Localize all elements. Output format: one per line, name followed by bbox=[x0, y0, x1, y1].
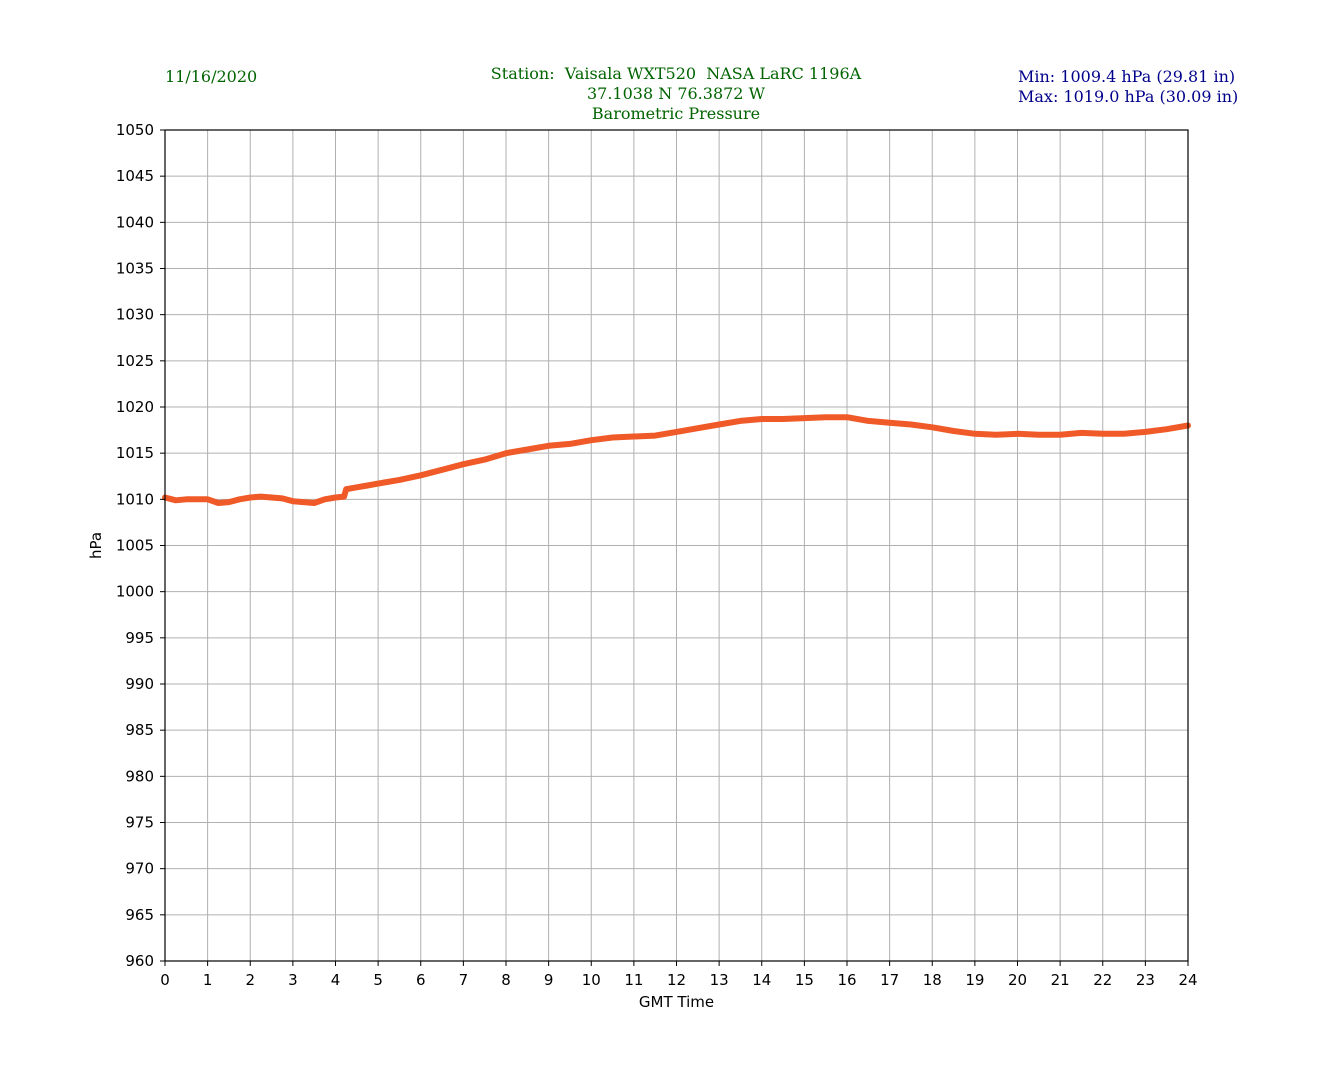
x-tick-label: 24 bbox=[1178, 971, 1197, 989]
x-tick-label: 5 bbox=[373, 971, 383, 989]
x-tick-label: 0 bbox=[160, 971, 170, 989]
y-axis-label: hPa bbox=[87, 532, 105, 559]
x-tick-label: 17 bbox=[880, 971, 899, 989]
x-tick-label: 8 bbox=[501, 971, 511, 989]
x-tick-label: 3 bbox=[288, 971, 298, 989]
x-tick-label: 12 bbox=[667, 971, 686, 989]
y-tick-label: 1050 bbox=[116, 121, 154, 139]
y-tick-label: 1040 bbox=[116, 213, 154, 231]
y-tick-label: 960 bbox=[125, 952, 154, 970]
y-tick-label: 1030 bbox=[116, 306, 154, 324]
x-tick-label: 7 bbox=[459, 971, 469, 989]
x-tick-label: 16 bbox=[837, 971, 856, 989]
chart-title: Barometric Pressure bbox=[591, 104, 761, 123]
station-info: Station: Vaisala WXT520 NASA LaRC 1196A … bbox=[376, 64, 976, 124]
y-tick-label: 1000 bbox=[116, 583, 154, 601]
y-tick-label: 985 bbox=[125, 721, 154, 739]
date-label: 11/16/2020 bbox=[165, 67, 258, 86]
x-tick-label: 4 bbox=[331, 971, 341, 989]
series-layer bbox=[162, 414, 1191, 506]
pressure-series-line bbox=[162, 414, 1191, 506]
y-tick-label: 1015 bbox=[116, 444, 154, 462]
x-tick-label: 6 bbox=[416, 971, 426, 989]
x-tick-label: 11 bbox=[624, 971, 643, 989]
grid bbox=[164, 129, 1189, 962]
y-tick-label: 1025 bbox=[116, 352, 154, 370]
max-stat: Max: 1019.0 hPa (30.09 in) bbox=[1018, 87, 1239, 106]
x-tick-label: 14 bbox=[752, 971, 771, 989]
y-tick-label: 995 bbox=[125, 629, 154, 647]
y-tick-label: 1035 bbox=[116, 260, 154, 278]
x-tick-label: 10 bbox=[582, 971, 601, 989]
x-tick-label: 13 bbox=[710, 971, 729, 989]
y-tick-label: 1005 bbox=[116, 537, 154, 555]
x-tick-label: 19 bbox=[965, 971, 984, 989]
y-tick-label: 975 bbox=[125, 814, 154, 832]
x-axis-label: GMT Time bbox=[639, 993, 714, 1011]
ticks: 0 1 2 3 4 5 6 7 8 9 10 11 12 13 14 15 16 17 18 19 20 21 22 23 24… bbox=[116, 121, 1198, 989]
x-tick-label: 15 bbox=[795, 971, 814, 989]
y-tick-label: 990 bbox=[125, 675, 154, 693]
x-tick-label: 2 bbox=[245, 971, 255, 989]
y-tick-label: 970 bbox=[125, 860, 154, 878]
x-tick-label: 9 bbox=[544, 971, 554, 989]
x-tick-label: 18 bbox=[923, 971, 942, 989]
y-tick-label: 1045 bbox=[116, 167, 154, 185]
x-tick-label: 23 bbox=[1136, 971, 1155, 989]
station-line: Station: Vaisala WXT520 NASA LaRC 1196A bbox=[490, 64, 862, 83]
y-tick-label: 965 bbox=[125, 906, 154, 924]
y-tick-label: 1020 bbox=[116, 398, 154, 416]
x-tick-label: 20 bbox=[1008, 971, 1027, 989]
y-tick-label: 980 bbox=[125, 767, 154, 785]
stats-block: Min: 1009.4 hPa (29.81 in) Max: 1019.0 h… bbox=[1018, 67, 1238, 107]
x-tick-label: 22 bbox=[1093, 971, 1112, 989]
x-tick-label: 21 bbox=[1051, 971, 1070, 989]
x-tick-label: 1 bbox=[203, 971, 213, 989]
min-stat: Min: 1009.4 hPa (29.81 in) bbox=[1018, 67, 1236, 86]
y-tick-label: 1010 bbox=[116, 490, 154, 508]
coordinates-line: 37.1038 N 76.3872 W bbox=[586, 84, 766, 103]
